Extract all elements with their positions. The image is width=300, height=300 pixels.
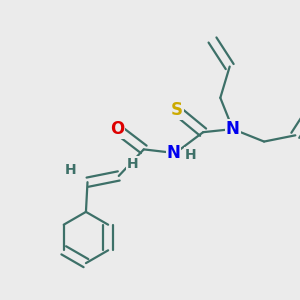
Text: N: N	[226, 120, 240, 138]
Text: O: O	[110, 120, 124, 138]
Text: S: S	[171, 101, 183, 119]
Text: H: H	[64, 163, 76, 177]
Text: H: H	[185, 148, 197, 162]
Text: H: H	[127, 157, 139, 171]
Text: N: N	[167, 144, 180, 162]
